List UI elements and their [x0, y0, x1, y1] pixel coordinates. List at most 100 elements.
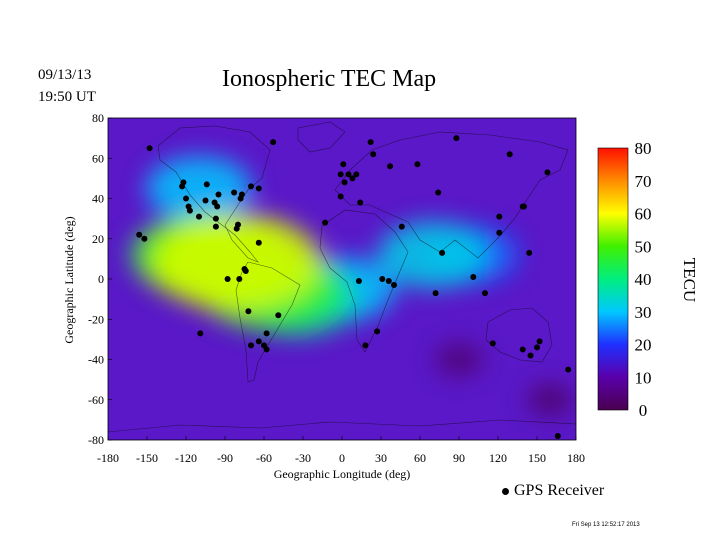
coastline-africa — [319, 209, 409, 353]
receiver-point — [212, 223, 219, 230]
receiver-point — [245, 308, 252, 315]
receiver-point — [270, 139, 277, 146]
colorbar-tick-label: 30 — [635, 303, 652, 322]
receiver-point — [496, 213, 503, 220]
receiver-point — [203, 181, 210, 188]
colorbar-tick-label: 50 — [635, 237, 652, 256]
tec-region — [146, 156, 252, 221]
colorbar-tick-label: 10 — [635, 368, 652, 387]
receiver-point — [337, 193, 344, 200]
y-axis-ticks: 80 60 40 20 0 -20 -40 -60 -80 — [88, 111, 112, 447]
receiver-point — [536, 338, 543, 345]
receiver-point — [341, 179, 348, 186]
receiver-point — [432, 290, 439, 297]
x-tick-label: -30 — [295, 451, 311, 465]
receiver-point — [374, 328, 381, 335]
y-tick-label: -80 — [88, 433, 104, 447]
receiver-point — [275, 312, 282, 319]
y-axis-label: Geographic Latitude (deg) — [62, 216, 76, 343]
y-tick-label: -20 — [88, 312, 104, 326]
receiver-point — [186, 207, 193, 214]
receiver-point — [345, 171, 352, 178]
receiver-point — [391, 282, 397, 289]
receiver-point — [439, 249, 446, 256]
x-tick-label: -90 — [217, 451, 233, 465]
receiver-point — [379, 276, 386, 282]
colorbar-tick-label: 20 — [635, 336, 652, 355]
x-tick-label: -60 — [256, 451, 272, 465]
receiver-point — [519, 346, 526, 353]
x-axis-ticks: -180 -150 -120 -90 -60 -30 0 30 60 90 120 150 180 — [97, 436, 585, 465]
receiver-point — [224, 276, 231, 282]
receiver-point — [183, 195, 189, 202]
receiver-point — [370, 151, 377, 158]
colorbar-tick-label: 0 — [639, 401, 648, 420]
receiver-point — [248, 342, 254, 349]
receiver-point — [544, 169, 551, 176]
x-axis-label: Geographic Longitude (deg) — [274, 467, 411, 481]
receiver-point — [340, 161, 347, 168]
colorbar-tick-label: 60 — [635, 205, 652, 224]
receiver-point — [453, 135, 460, 142]
receiver-point — [242, 267, 249, 274]
y-tick-label: 80 — [92, 111, 104, 125]
colorbar-tick-label: 80 — [635, 139, 652, 158]
colorbar-gradient — [597, 147, 629, 411]
receiver-point — [337, 171, 344, 178]
coastline-greenland — [297, 121, 346, 153]
receiver-point — [353, 171, 360, 178]
receiver-point — [255, 338, 262, 345]
x-tick-label: 120 — [489, 451, 507, 465]
receiver-point — [554, 432, 561, 439]
receiver-point — [355, 278, 362, 285]
x-tick-label: 90 — [453, 451, 465, 465]
receiver-point — [255, 185, 262, 192]
legend-label: GPS Receiver — [514, 482, 605, 499]
receiver-point — [526, 249, 533, 256]
receiver-point — [496, 229, 503, 236]
tec-region — [154, 214, 322, 312]
receiver-point — [489, 340, 496, 347]
receiver-point — [231, 189, 238, 196]
receiver-point — [534, 344, 540, 351]
receiver-point — [385, 278, 392, 285]
receiver-point — [215, 191, 222, 198]
timestamp: 09/13/13 19:50 UT — [38, 64, 96, 108]
receiver-point — [367, 139, 374, 146]
receiver-point — [482, 290, 488, 297]
x-tick-label: 150 — [528, 451, 546, 465]
x-tick-label: -120 — [175, 451, 197, 465]
y-tick-label: 0 — [98, 272, 104, 286]
receiver-point — [214, 203, 221, 210]
x-tick-label: -150 — [136, 451, 158, 465]
x-tick-label: -180 — [97, 451, 119, 465]
receiver-point — [362, 342, 369, 349]
x-tick-label: 180 — [567, 451, 585, 465]
tec-region — [527, 384, 573, 415]
coastline-south-america — [235, 261, 301, 383]
receiver-point — [519, 203, 526, 210]
receiver-point — [349, 175, 356, 182]
coastline-north-america — [157, 125, 271, 263]
receiver-point — [141, 235, 148, 242]
receiver-point — [197, 330, 204, 337]
colorbar-tick-label: 40 — [635, 270, 652, 289]
receiver-point — [527, 352, 534, 359]
receiver-point — [435, 189, 442, 196]
y-tick-label: -40 — [88, 353, 104, 367]
tec-region — [435, 343, 483, 376]
x-tick-label: 0 — [339, 451, 345, 465]
receiver-point — [322, 219, 329, 226]
receiver-point — [212, 215, 219, 222]
receiver-point — [387, 163, 394, 170]
x-tick-label: 60 — [414, 451, 426, 465]
receiver-point — [146, 145, 153, 152]
receiver-points — [136, 135, 572, 439]
y-tick-label: 40 — [92, 192, 104, 206]
tec-region — [377, 221, 489, 289]
x-tick-label: 30 — [375, 451, 387, 465]
y-tick-label: 60 — [92, 151, 104, 165]
receiver-marker-icon — [502, 487, 509, 495]
coastline-antarctica — [108, 419, 576, 433]
